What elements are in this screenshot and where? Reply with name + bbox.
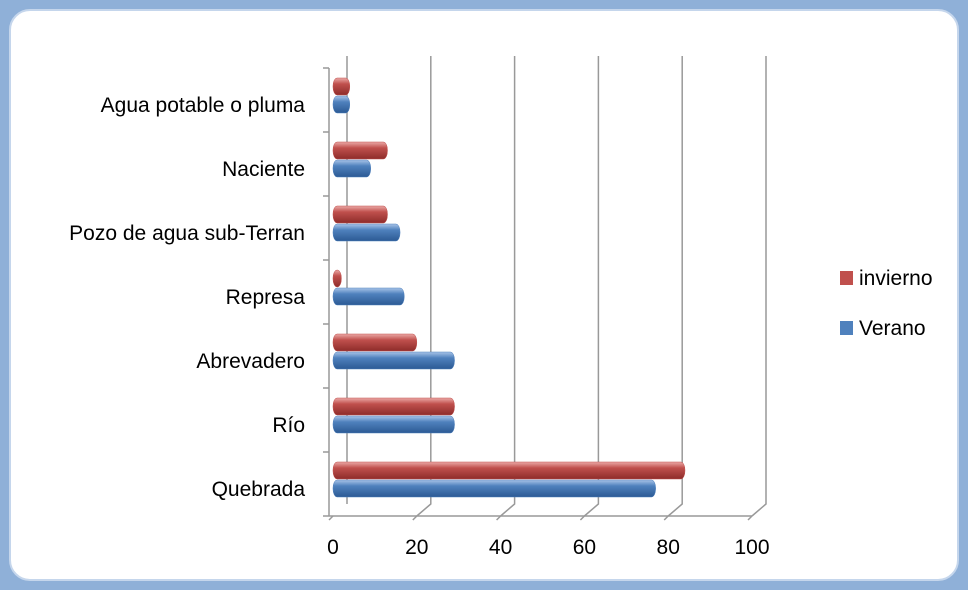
- x-tick-mark: [328, 515, 334, 521]
- y-tick-label: Abrevadero: [196, 350, 305, 373]
- legend-swatch: [840, 271, 853, 285]
- y-tick-label: Agua potable o pluma: [101, 94, 306, 117]
- x-tick-mark: [412, 515, 418, 521]
- bar: [332, 159, 371, 178]
- y-tick-label: Pozo de agua sub-Terran: [69, 222, 305, 245]
- bar: [332, 351, 455, 370]
- grid-line: [583, 56, 600, 517]
- x-tick-mark: [747, 515, 753, 521]
- chart-area: [9, 9, 959, 581]
- bar: [332, 397, 455, 416]
- y-tick-label: Represa: [226, 286, 306, 309]
- x-tick-mark: [663, 515, 669, 521]
- x-tick-label: 20: [405, 536, 428, 559]
- y-tick-label: Río: [272, 414, 305, 437]
- bar: [332, 223, 401, 242]
- grid-line: [500, 56, 516, 517]
- legend-swatch: [840, 321, 853, 335]
- y-tick-label: Quebrada: [212, 478, 306, 501]
- x-tick-label: 100: [734, 536, 769, 559]
- x-tick-mark: [496, 515, 502, 521]
- bar: [332, 205, 388, 224]
- bar: [332, 415, 455, 434]
- x-tick-label: 80: [657, 536, 680, 559]
- legend-label: Verano: [859, 317, 926, 340]
- grid-line: [667, 56, 683, 517]
- bar: [332, 95, 351, 114]
- y-tick-label: Naciente: [222, 158, 305, 181]
- bar: [332, 479, 656, 498]
- bar: [332, 77, 351, 96]
- bar: [332, 141, 388, 160]
- grid-line: [416, 56, 432, 517]
- grid-line: [751, 56, 767, 517]
- x-tick-label: 0: [327, 536, 339, 559]
- bar: [332, 269, 342, 288]
- bar: [332, 333, 418, 352]
- bar: [332, 461, 686, 480]
- x-tick-label: 60: [573, 536, 596, 559]
- x-tick-mark: [579, 515, 585, 521]
- x-tick-label: 40: [489, 536, 512, 559]
- plot: 0 20 40 60 80 100 Quebrada Río Abrevadero Represa…: [69, 56, 933, 559]
- bar: [332, 287, 405, 306]
- legend-label: invierno: [859, 267, 933, 290]
